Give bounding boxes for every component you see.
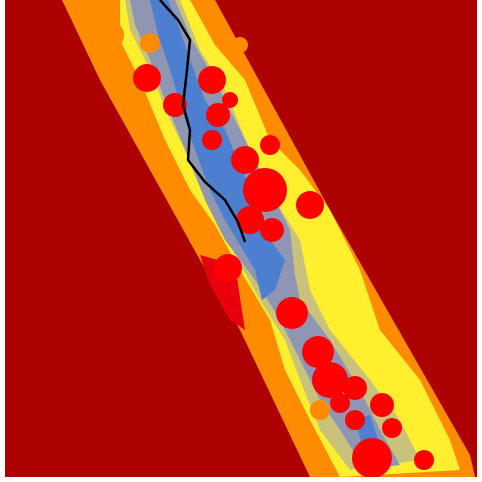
raster-layer [5,0,477,478]
map-view [0,0,482,482]
page [0,0,482,482]
